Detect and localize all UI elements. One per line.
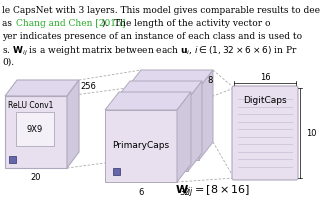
Polygon shape bbox=[177, 92, 191, 182]
Text: yer indicates presence of an instance of each class and is used to: yer indicates presence of an instance of… bbox=[2, 32, 302, 41]
Polygon shape bbox=[67, 80, 79, 168]
Polygon shape bbox=[5, 80, 79, 96]
Polygon shape bbox=[127, 70, 213, 88]
Text: 32: 32 bbox=[179, 188, 190, 197]
Text: ReLU Conv1: ReLU Conv1 bbox=[8, 101, 53, 110]
Text: DigitCaps: DigitCaps bbox=[243, 96, 287, 105]
Polygon shape bbox=[5, 96, 67, 168]
Polygon shape bbox=[105, 110, 177, 182]
Polygon shape bbox=[113, 168, 120, 175]
Polygon shape bbox=[188, 81, 202, 171]
Text: Chang and Chen [2015]: Chang and Chen [2015] bbox=[16, 19, 125, 28]
Text: 20: 20 bbox=[31, 173, 41, 182]
Text: ).  The length of the activity vector o: ). The length of the activity vector o bbox=[102, 19, 270, 28]
Polygon shape bbox=[16, 112, 54, 146]
Text: s. $\mathbf{W}_{ij}$ is a weight matrix between each $\mathbf{u}_i$, $i \in (1, : s. $\mathbf{W}_{ij}$ is a weight matrix … bbox=[2, 45, 297, 58]
Polygon shape bbox=[116, 99, 188, 171]
Text: 9X9: 9X9 bbox=[27, 125, 43, 134]
Text: 16: 16 bbox=[260, 73, 270, 83]
Text: 256: 256 bbox=[80, 82, 96, 91]
Text: $\mathbf{W}_{ij} = [8 \times 16]$: $\mathbf{W}_{ij} = [8 \times 16]$ bbox=[175, 184, 250, 200]
Text: 10: 10 bbox=[306, 128, 316, 138]
Text: PrimaryCaps: PrimaryCaps bbox=[112, 141, 170, 150]
Polygon shape bbox=[116, 81, 202, 99]
FancyBboxPatch shape bbox=[232, 86, 298, 180]
Polygon shape bbox=[105, 92, 191, 110]
Text: 6: 6 bbox=[138, 188, 144, 197]
Text: le CapsNet with 3 layers. This model gives comparable results to deep: le CapsNet with 3 layers. This model giv… bbox=[2, 6, 320, 15]
Text: 8: 8 bbox=[207, 76, 212, 85]
Text: 0).: 0). bbox=[2, 58, 14, 67]
Text: as: as bbox=[2, 19, 15, 28]
Polygon shape bbox=[9, 156, 16, 163]
Polygon shape bbox=[199, 70, 213, 160]
Polygon shape bbox=[127, 88, 199, 160]
